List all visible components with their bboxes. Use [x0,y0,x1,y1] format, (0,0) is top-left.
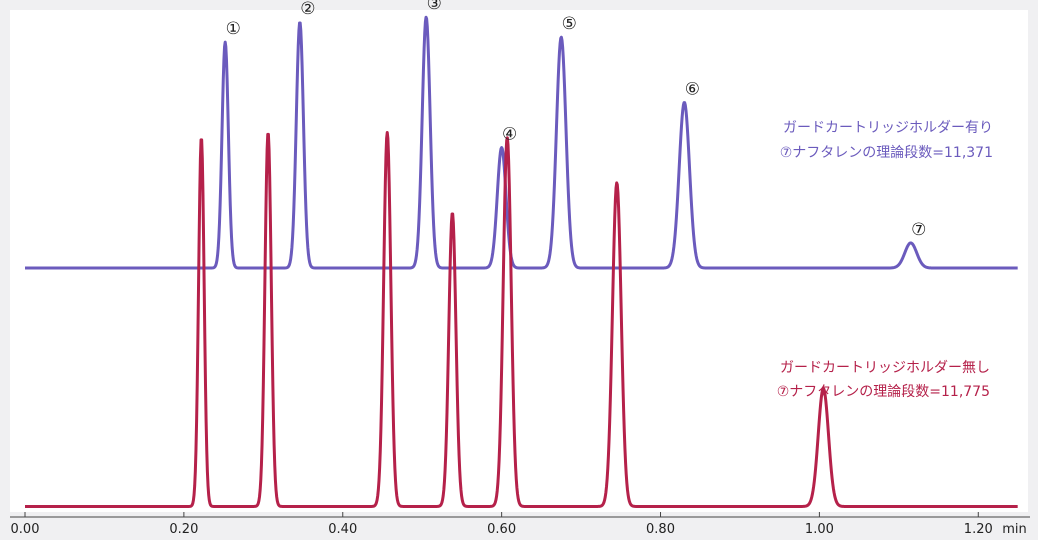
x-tick-label-1: 0.20 [169,522,198,537]
peak-label-6: ⑥ [685,79,700,99]
x-tick-label-6: 1.20 [964,522,993,537]
annotation-without-holder-title: ガードカートリッジホルダー無し [780,360,990,376]
peak-label-3: ③ [427,0,442,14]
peak-label-5: ⑤ [562,14,577,34]
peak-label-1: ① [226,19,241,39]
x-axis: 0.00 0.20 0.40 0.60 0.80 1.00 1.20 min [10,512,1030,537]
peak-label-7: ⑦ [911,220,926,240]
traces-layer [24,15,1019,508]
x-unit-label: min [1002,522,1027,537]
series-line-1 [24,130,1019,508]
peak-label-4: ④ [502,125,517,145]
peak-label-2: ② [300,0,315,19]
series-line-0 [24,15,1019,270]
annotation-with-holder-plates: ⑦ナフタレンの理論段数=11,371 [780,145,993,161]
plot-area [10,10,1028,512]
x-tick-label-0: 0.00 [11,522,40,537]
annotation-with-holder-title: ガードカートリッジホルダー有り [783,120,993,136]
x-tick-label-3: 0.60 [487,522,516,537]
peak-labels-layer: ① ② ③ ④ ⑤ ⑥ ⑦ [226,0,927,240]
x-tick-label-2: 0.40 [328,522,357,537]
annotation-without-holder-plates: ⑦ナフタレンの理論段数=11,775 [777,384,990,400]
x-tick-label-4: 0.80 [646,522,675,537]
x-tick-label-5: 1.00 [805,522,834,537]
